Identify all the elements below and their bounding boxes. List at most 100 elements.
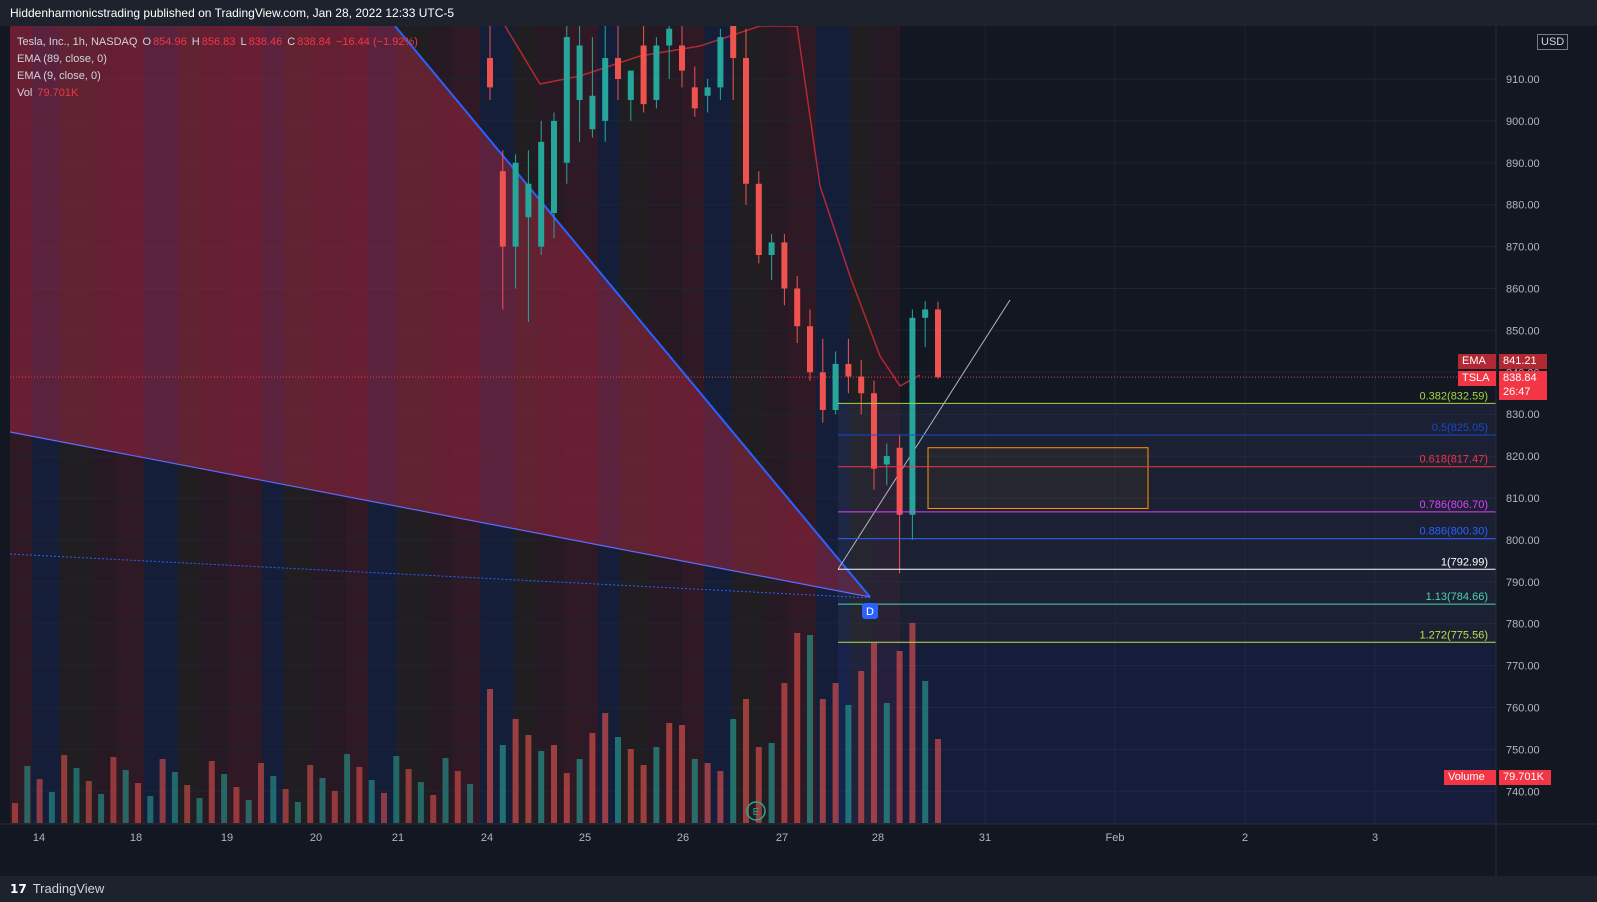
session-band xyxy=(312,26,346,824)
candle-body xyxy=(768,242,775,255)
volume-bar xyxy=(442,758,449,823)
legend-c-label: C xyxy=(287,36,296,48)
price-tick-label: 820.00 xyxy=(1506,451,1540,463)
volume-bar xyxy=(393,756,400,823)
support-dotted-line xyxy=(9,553,871,599)
legend-ema9-label: EMA (9, close, 0) xyxy=(17,70,101,82)
ema-89-line xyxy=(504,26,921,387)
price-chart[interactable]: 0.382(832.59) 0.5(825.05) 0.618(817.47) 0.7… xyxy=(0,26,1597,876)
volume-bar xyxy=(73,768,80,823)
legend-ohlc-row: Tesla, Inc., 1h, NASDAQ O 854.96 H 856.83 … xyxy=(17,34,420,51)
volume-bar xyxy=(538,751,545,823)
volume-bar xyxy=(691,759,698,823)
volume-bar xyxy=(845,705,852,823)
time-tick-label: 20 xyxy=(310,832,322,844)
volume-bar xyxy=(832,683,839,823)
volume-bar xyxy=(499,745,506,823)
volume-bar xyxy=(551,745,557,823)
projection-zone xyxy=(838,642,1496,824)
candle-body xyxy=(819,372,826,411)
volume-bar xyxy=(171,772,178,823)
candle-body xyxy=(640,45,647,105)
time-tick-label: 21 xyxy=(392,832,404,844)
volume-bar xyxy=(602,713,609,823)
volume-bar xyxy=(282,789,289,823)
legend-vol-label: Vol xyxy=(17,87,33,99)
fib-level-label: 1.13(784.66) xyxy=(1426,591,1488,603)
volume-bar xyxy=(768,743,775,823)
volume-bar xyxy=(122,770,129,823)
legend-o-label: O xyxy=(142,36,152,48)
fib-level-label: 0.382(832.59) xyxy=(1420,390,1489,402)
candle-body xyxy=(602,58,609,121)
price-tick-label: 900.00 xyxy=(1506,116,1540,128)
time-tick-label: 26 xyxy=(677,832,689,844)
legend-ema9-row[interactable]: EMA (9, close, 0) xyxy=(17,68,420,85)
legend-h-label: H xyxy=(191,36,200,48)
session-band xyxy=(94,26,116,824)
bar-countdown: 26:47 xyxy=(1499,385,1547,400)
candle-body xyxy=(679,45,685,71)
volume-bar xyxy=(679,725,685,823)
legend-ema89-row[interactable]: EMA (89, close, 0) xyxy=(17,51,420,68)
session-band xyxy=(480,26,514,824)
candle-body xyxy=(935,309,941,378)
volume-bar xyxy=(858,671,865,823)
volume-bar xyxy=(258,763,264,823)
volume-bar xyxy=(208,761,215,823)
volume-bar xyxy=(24,766,31,823)
session-band xyxy=(262,26,284,824)
volume-bar xyxy=(730,719,737,823)
price-tick-label: 770.00 xyxy=(1506,661,1540,673)
price-tick-label: 780.00 xyxy=(1506,619,1540,631)
tradingview-logo-icon: 17 xyxy=(10,882,27,896)
volume-bar xyxy=(417,782,424,823)
session-band xyxy=(284,26,312,824)
volume-bar xyxy=(819,699,826,823)
fib-level-label: 0.886(800.30) xyxy=(1420,526,1489,538)
price-tick-label: 850.00 xyxy=(1506,325,1540,337)
earnings-marker-icon xyxy=(746,801,766,821)
candle-body xyxy=(576,45,583,100)
volume-bar xyxy=(245,800,252,823)
currency-button[interactable]: USD xyxy=(1537,34,1569,50)
volume-bar xyxy=(331,791,338,823)
time-tick-label: 24 xyxy=(481,832,493,844)
volume-bar xyxy=(807,635,813,823)
fib-level-label: 0.618(817.47) xyxy=(1420,454,1489,466)
price-tick-label: 790.00 xyxy=(1506,577,1540,589)
session-band xyxy=(368,26,396,824)
ema-scale-value: 841.21 xyxy=(1499,354,1547,369)
volume-bar xyxy=(159,759,166,823)
wedge-upper-trendline xyxy=(394,26,871,598)
fib-level-label: 1.272(775.56) xyxy=(1420,629,1489,641)
candle-body xyxy=(691,87,698,109)
legend-high-value: 856.83 xyxy=(201,36,236,48)
volume-bar xyxy=(640,765,647,823)
session-band xyxy=(10,26,32,824)
volume-bar xyxy=(896,651,903,823)
volume-bar xyxy=(467,784,474,823)
volume-bar xyxy=(221,774,228,823)
legend-open-value: 854.96 xyxy=(153,36,187,48)
candle-body xyxy=(922,309,929,318)
legend-symbol: Tesla, Inc., 1h, NASDAQ xyxy=(17,36,138,48)
candle-body xyxy=(743,58,749,184)
candle-body xyxy=(909,317,916,515)
legend-volume-row[interactable]: Vol 79.701K xyxy=(17,85,420,102)
candle-body xyxy=(730,26,737,59)
volume-scale-label: Volume xyxy=(1444,770,1496,785)
candle-body xyxy=(666,28,673,46)
price-tick-label: 860.00 xyxy=(1506,284,1540,296)
volume-bar xyxy=(135,783,141,823)
legend-vol-value: 79.701K xyxy=(37,87,79,99)
volume-bar xyxy=(871,643,877,823)
candle-body xyxy=(896,447,903,515)
volume-bar xyxy=(368,780,375,823)
volume-bar xyxy=(935,739,941,823)
symbol-scale-label: TSLA xyxy=(1458,371,1496,386)
volume-bar xyxy=(563,773,570,823)
fib-level-label: 1(792.99) xyxy=(1441,556,1488,568)
volume-bar xyxy=(487,689,493,823)
volume-bar xyxy=(653,747,660,823)
